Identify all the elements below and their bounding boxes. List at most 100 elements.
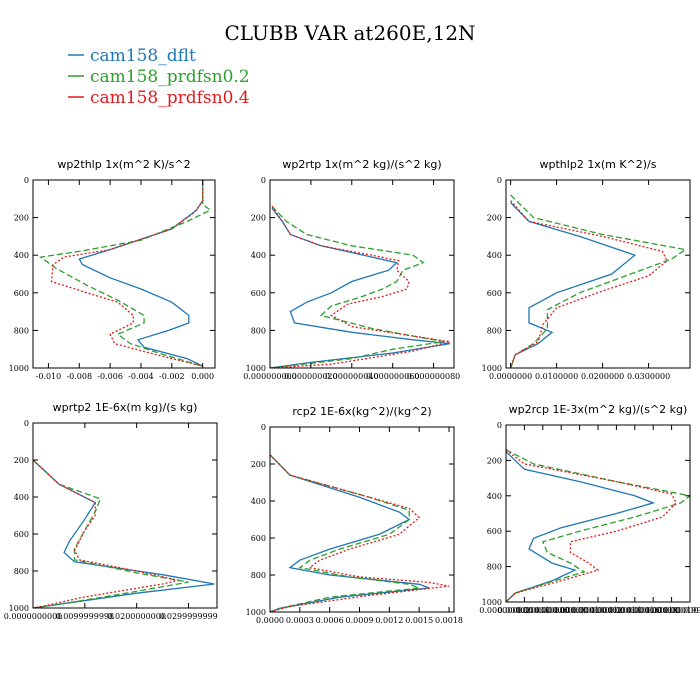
series-line-wp2thlp-1 bbox=[39, 180, 212, 367]
ytick-label-rcp2-3: 600 bbox=[251, 534, 266, 543]
xtick-label-wp2rtp-4: 0.000000080 bbox=[407, 372, 460, 381]
ytick-label-rcp2-2: 400 bbox=[251, 497, 266, 506]
ytick-label-wp2rtp-4: 800 bbox=[251, 326, 266, 335]
xtick-label-wprtp2-2: 0.0200000000 bbox=[107, 612, 166, 621]
panel-title-wp2rtp: wp2rtp 1x(m^2 kg)/(s^2 kg) bbox=[282, 158, 441, 171]
series-line-wp2thlp-2 bbox=[50, 180, 204, 367]
ytick-label-wp2rtp-0: 0 bbox=[261, 176, 266, 185]
series-line-wprtp2-0 bbox=[33, 459, 215, 608]
xtick-label-wp2rtp-1: 0.000000020 bbox=[284, 372, 337, 381]
series-line-wp2rcp-1 bbox=[506, 449, 690, 602]
series-line-wp2rtp-0 bbox=[270, 207, 451, 368]
panel-title-rcp2: rcp2 1E-6x(kg^2)/(kg^2) bbox=[292, 405, 431, 418]
ytick-label-rcp2-5: 1000 bbox=[246, 608, 266, 617]
xtick-label-wprtp2-3: 0.0299999999 bbox=[159, 612, 218, 621]
xtick-label-wp2thlp-1: -0.008 bbox=[66, 372, 92, 381]
ytick-label-wp2rtp-2: 400 bbox=[251, 251, 266, 260]
xtick-label-wp2rtp-3: 0.000000060 bbox=[366, 372, 419, 381]
panel-title-wp2rcp: wp2rcp 1E-3x(m^2 kg)/(s^2 kg) bbox=[509, 403, 688, 416]
legend: cam158_dflt cam158_prdfsn0.2 cam158_prdf… bbox=[68, 46, 250, 108]
xtick-label-rcp2-1: 0.0003 bbox=[286, 616, 314, 625]
ytick-label-wp2rcp-3: 600 bbox=[487, 527, 502, 536]
xtick-label-rcp2-3: 0.0009 bbox=[346, 616, 374, 625]
ytick-label-wp2thlp-1: 200 bbox=[14, 214, 29, 223]
plot-frame-wprtp2 bbox=[32, 422, 218, 609]
xtick-label-wp2thlp-5: 0.000 bbox=[191, 372, 214, 381]
xtick-label-wp2thlp-2: -0.006 bbox=[97, 372, 123, 381]
series-line-rcp2-1 bbox=[270, 454, 420, 612]
ytick-label-wp2rtp-1: 200 bbox=[251, 214, 266, 223]
xtick-label-wp2rcp-1: 0.000020000 bbox=[498, 606, 551, 615]
series-line-wp2thlp-0 bbox=[78, 180, 204, 367]
panel-wp2rtp: wp2rtp 1x(m^2 kg)/(s^2 kg) 0 200 400 600 800 1… bbox=[243, 158, 460, 381]
series-line-wp2rcp-0 bbox=[506, 451, 656, 602]
series-line-wpthlp2-0 bbox=[509, 202, 637, 368]
ytick-label-wp2rcp-5: 1000 bbox=[482, 598, 502, 607]
xtick-label-wp2rcp-2: 0.000040000 bbox=[516, 606, 569, 615]
ytick-label-wprtp2-4: 800 bbox=[14, 567, 29, 576]
panel-title-wprtp2: wprtp2 1E-6x(m kg)/(s kg) bbox=[53, 401, 198, 414]
ytick-label-wprtp2-2: 400 bbox=[14, 493, 29, 502]
xtick-label-wp2rcp-4: 0.000080000 bbox=[553, 606, 606, 615]
xtick-label-wpthlp2-1: 0.0100000 bbox=[535, 372, 578, 381]
xtick-label-wpthlp2-0: 0.0000000 bbox=[489, 372, 532, 381]
series-line-wp2rcp-2 bbox=[506, 449, 677, 602]
ytick-label-wprtp2-1: 200 bbox=[14, 456, 29, 465]
ytick-label-rcp2-4: 800 bbox=[251, 571, 266, 580]
xtick-label-wp2rcp-10: 0.000199998 bbox=[663, 606, 700, 615]
plot-frame-wp2rtp bbox=[269, 179, 455, 369]
xtick-label-wp2thlp-4: -0.002 bbox=[159, 372, 185, 381]
legend-entry-prdfsn02: cam158_prdfsn0.2 bbox=[68, 67, 250, 87]
plot-frame-wp2rcp bbox=[505, 424, 691, 603]
ytick-label-wp2thlp-5: 1000 bbox=[9, 364, 29, 373]
ytick-label-wp2rcp-4: 800 bbox=[487, 563, 502, 572]
panel-wp2thlp: wp2thlp 1x(m^2 K)/s^2 0 200 400 600 800 1000 -0… bbox=[9, 158, 216, 381]
xtick-label-wp2rcp-7: 0.000140000 bbox=[608, 606, 661, 615]
ytick-label-wpthlp2-1: 200 bbox=[487, 214, 502, 223]
ytick-label-wp2thlp-0: 0 bbox=[24, 176, 29, 185]
ytick-label-rcp2-0: 0 bbox=[261, 423, 266, 432]
xtick-label-wp2rcp-8: 0.000160000 bbox=[626, 606, 679, 615]
ytick-label-wpthlp2-2: 400 bbox=[487, 251, 502, 260]
series-line-wpthlp2-2 bbox=[509, 200, 668, 368]
xtick-label-rcp2-0: 0.0000 bbox=[256, 616, 284, 625]
panel-title-wpthlp2: wpthlp2 1x(m K^2)/s bbox=[540, 158, 657, 171]
ytick-label-wp2rcp-2: 400 bbox=[487, 492, 502, 501]
xtick-label-wp2thlp-3: -0.004 bbox=[128, 372, 154, 381]
ytick-label-wprtp2-5: 1000 bbox=[9, 604, 29, 613]
xtick-label-wpthlp2-3: 0.0300000 bbox=[627, 372, 670, 381]
ytick-label-rcp2-1: 200 bbox=[251, 460, 266, 469]
legend-label-prdfsn04: cam158_prdfsn0.4 bbox=[90, 88, 250, 108]
ytick-label-wp2thlp-4: 800 bbox=[14, 326, 29, 335]
panel-rcp2: rcp2 1E-6x(kg^2)/(kg^2) 0 200 400 600 800 1000… bbox=[246, 405, 463, 625]
plot-frame-rcp2 bbox=[269, 426, 455, 613]
figure-title: CLUBB VAR at260E,12N bbox=[224, 21, 475, 45]
ytick-label-wp2rtp-3: 600 bbox=[251, 289, 266, 298]
xtick-label-rcp2-4: 0.0012 bbox=[375, 616, 403, 625]
ytick-label-wp2thlp-2: 400 bbox=[14, 251, 29, 260]
series-line-rcp2-2 bbox=[270, 454, 450, 612]
xtick-label-rcp2-5: 0.0015 bbox=[405, 616, 433, 625]
xtick-label-wprtp2-1: 0.0099999998 bbox=[56, 612, 115, 621]
xtick-label-wprtp2-0: 0.0000000000 bbox=[4, 612, 63, 621]
panel-wpthlp2: wpthlp2 1x(m K^2)/s 0 200 400 600 800 10000.00… bbox=[482, 158, 691, 381]
plot-frame-wpthlp2 bbox=[505, 179, 691, 369]
ytick-label-wprtp2-3: 600 bbox=[14, 530, 29, 539]
plot-frame-wp2thlp bbox=[32, 179, 216, 369]
xtick-label-wp2rcp-5: 0.000100000 bbox=[571, 606, 624, 615]
xtick-label-wpthlp2-2: 0.0200000 bbox=[581, 372, 624, 381]
panel-wp2rcp: wp2rcp 1E-3x(m^2 kg)/(s^2 kg) 0 200 400 600 8… bbox=[479, 403, 700, 615]
legend-label-prdfsn02: cam158_prdfsn0.2 bbox=[90, 67, 250, 87]
xtick-label-wp2rtp-0: 0.000000000 bbox=[243, 372, 296, 381]
ytick-label-wpthlp2-5: 1000 bbox=[482, 364, 502, 373]
ytick-label-wprtp2-0: 0 bbox=[24, 419, 29, 428]
series-line-rcp2-0 bbox=[270, 454, 430, 612]
series-line-wp2rtp-2 bbox=[270, 205, 451, 368]
ytick-label-wp2rtp-5: 1000 bbox=[246, 364, 266, 373]
ytick-label-wp2rcp-0: 0 bbox=[497, 421, 502, 430]
panels-container: wp2thlp 1x(m^2 K)/s^2 0 200 400 600 800 1000 -0… bbox=[4, 158, 700, 625]
xtick-label-rcp2-6: 0.0018 bbox=[435, 616, 463, 625]
xtick-label-wp2rcp-9: 0.000180000 bbox=[645, 606, 698, 615]
xtick-label-wp2rcp-3: 0.000060000 bbox=[534, 606, 587, 615]
series-line-wprtp2-2 bbox=[33, 459, 179, 608]
